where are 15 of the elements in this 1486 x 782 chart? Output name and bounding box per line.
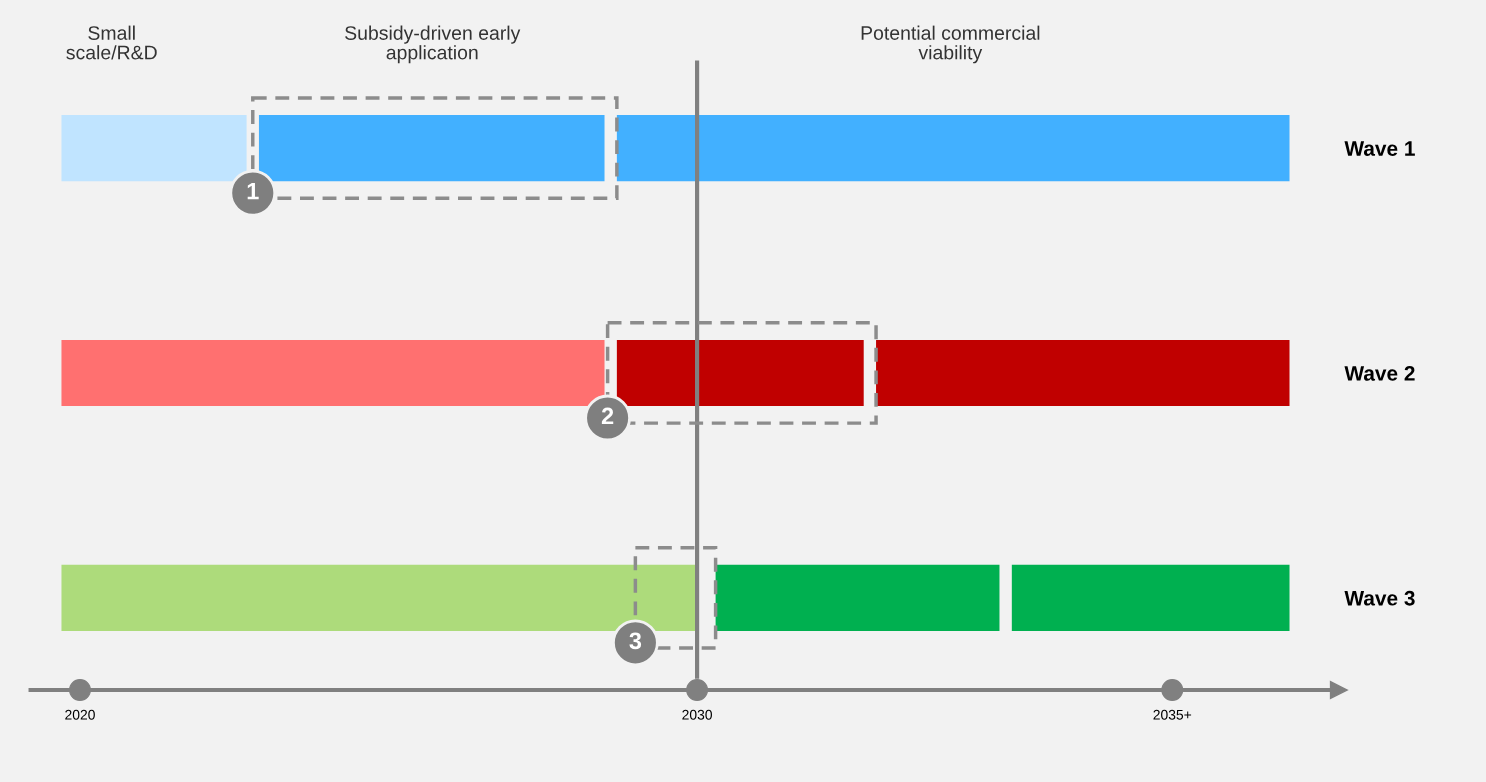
annotation: Potential commercial viability [861,25,1040,64]
annotation: 3 [629,632,642,650]
y-tick-label: Wave 3 [1344,590,1415,606]
bar [61,115,247,182]
annotation: 1 [247,182,259,200]
x-tick-label: 2035+ [1153,709,1192,720]
bar [61,339,605,407]
y-tick-label: Wave 2 [1344,366,1415,381]
y-tick-label: Wave 1 [1344,141,1415,156]
bar [61,564,698,631]
x-tick-label: 2030 [682,709,712,720]
annotation: 2 [601,407,614,425]
x-tick-label: 2020 [65,709,95,720]
annotation: Subsidy-driven early application [345,25,521,64]
text: Small scale/R&D [66,25,157,60]
